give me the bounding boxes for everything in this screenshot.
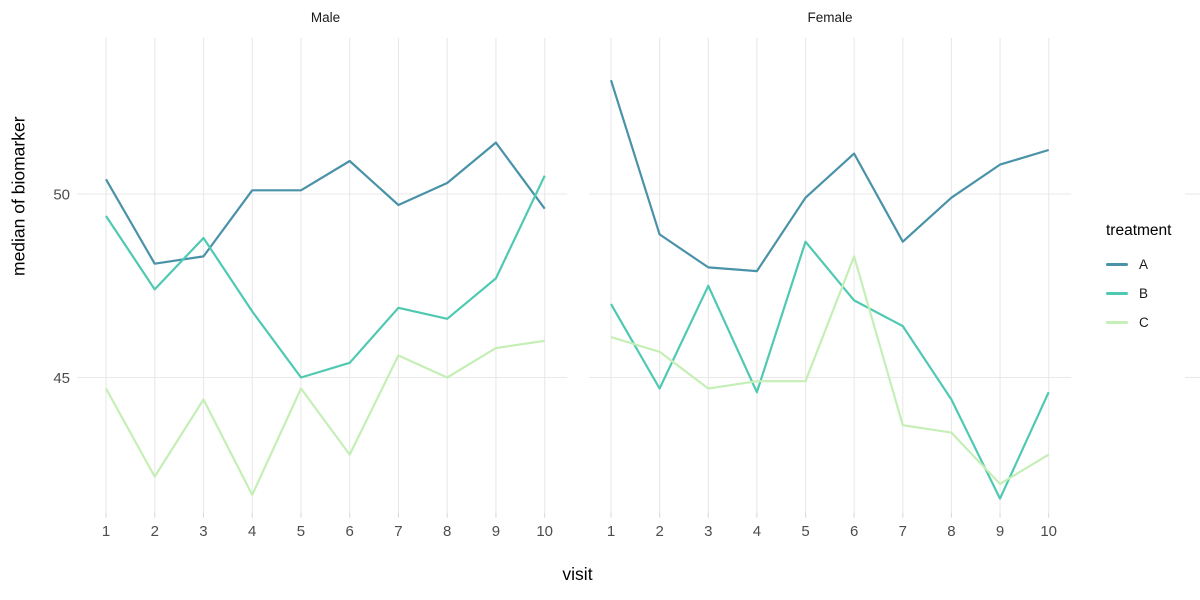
- x-tick-label: 9: [996, 523, 1004, 540]
- x-tick-label: 3: [199, 523, 207, 540]
- legend-label-a: A: [1139, 257, 1149, 272]
- series-line-b-female: [610, 240, 1050, 500]
- facet-title-male: Male: [310, 10, 341, 25]
- x-tick-label: 10: [1040, 523, 1057, 540]
- series-line-c-male: [105, 339, 545, 496]
- series-line-b-male: [105, 175, 546, 379]
- x-tick-label: 8: [947, 523, 955, 540]
- series-line-a-female: [609, 79, 1050, 273]
- series-line-a-male: [105, 141, 546, 265]
- legend-item-b: B: [1106, 279, 1171, 308]
- x-tick-label: 7: [899, 523, 907, 540]
- x-tick-label: 3: [704, 523, 712, 540]
- legend-title: treatment: [1106, 222, 1172, 239]
- x-tick-label: 4: [248, 523, 256, 540]
- x-tick-label: 1: [102, 523, 110, 540]
- x-tick-label: 8: [443, 523, 451, 540]
- x-tick-label: 6: [850, 523, 858, 540]
- x-tick-label: 2: [655, 523, 663, 540]
- x-tick-label: 6: [346, 523, 354, 540]
- legend-key-c: [1106, 321, 1128, 324]
- legend-item-a: A: [1106, 250, 1171, 279]
- legend-label-b: B: [1139, 286, 1149, 301]
- facet-title-female: Female: [807, 10, 853, 25]
- x-tick-label: 7: [394, 523, 402, 540]
- x-tick-label: 9: [492, 523, 500, 540]
- y-tick-label: 50: [53, 187, 70, 204]
- x-tick-label: 5: [297, 523, 305, 540]
- x-axis-title: visit: [562, 564, 593, 584]
- legend-item-c: C: [1106, 308, 1171, 337]
- y-tick-label: 45: [53, 370, 70, 387]
- series-line-c-female: [610, 255, 1050, 485]
- x-tick-label: 2: [151, 523, 159, 540]
- x-tick-label: 10: [536, 523, 553, 540]
- legend-label-c: C: [1139, 315, 1149, 330]
- x-tick-label: 1: [607, 523, 615, 540]
- x-tick-label: 5: [801, 523, 809, 540]
- legend-key-a: [1106, 263, 1128, 266]
- legend-key-b: [1106, 292, 1128, 295]
- x-tick-label: 4: [753, 523, 761, 540]
